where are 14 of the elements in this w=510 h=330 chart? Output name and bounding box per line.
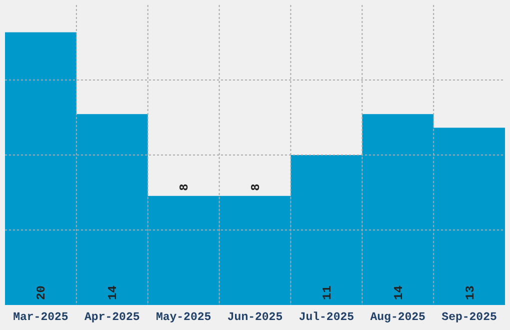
x-tick-label: Jul-2025 — [298, 311, 354, 324]
x-tick-label: Mar-2025 — [13, 311, 68, 324]
data-label: 11 — [320, 286, 334, 300]
data-label: 8 — [249, 184, 263, 191]
data-label: 14 — [392, 286, 406, 300]
x-tick-label: Aug-2025 — [370, 311, 426, 324]
data-label: 20 — [34, 286, 49, 300]
x-tick-label: Apr-2025 — [84, 311, 140, 324]
data-label: 8 — [178, 184, 192, 191]
data-label: 14 — [106, 286, 120, 300]
x-tick-label: Sep-2025 — [442, 311, 497, 324]
x-tick-label: May-2025 — [156, 311, 212, 324]
x-tick-label: Jun-2025 — [227, 311, 283, 324]
data-label: 13 — [463, 286, 478, 300]
